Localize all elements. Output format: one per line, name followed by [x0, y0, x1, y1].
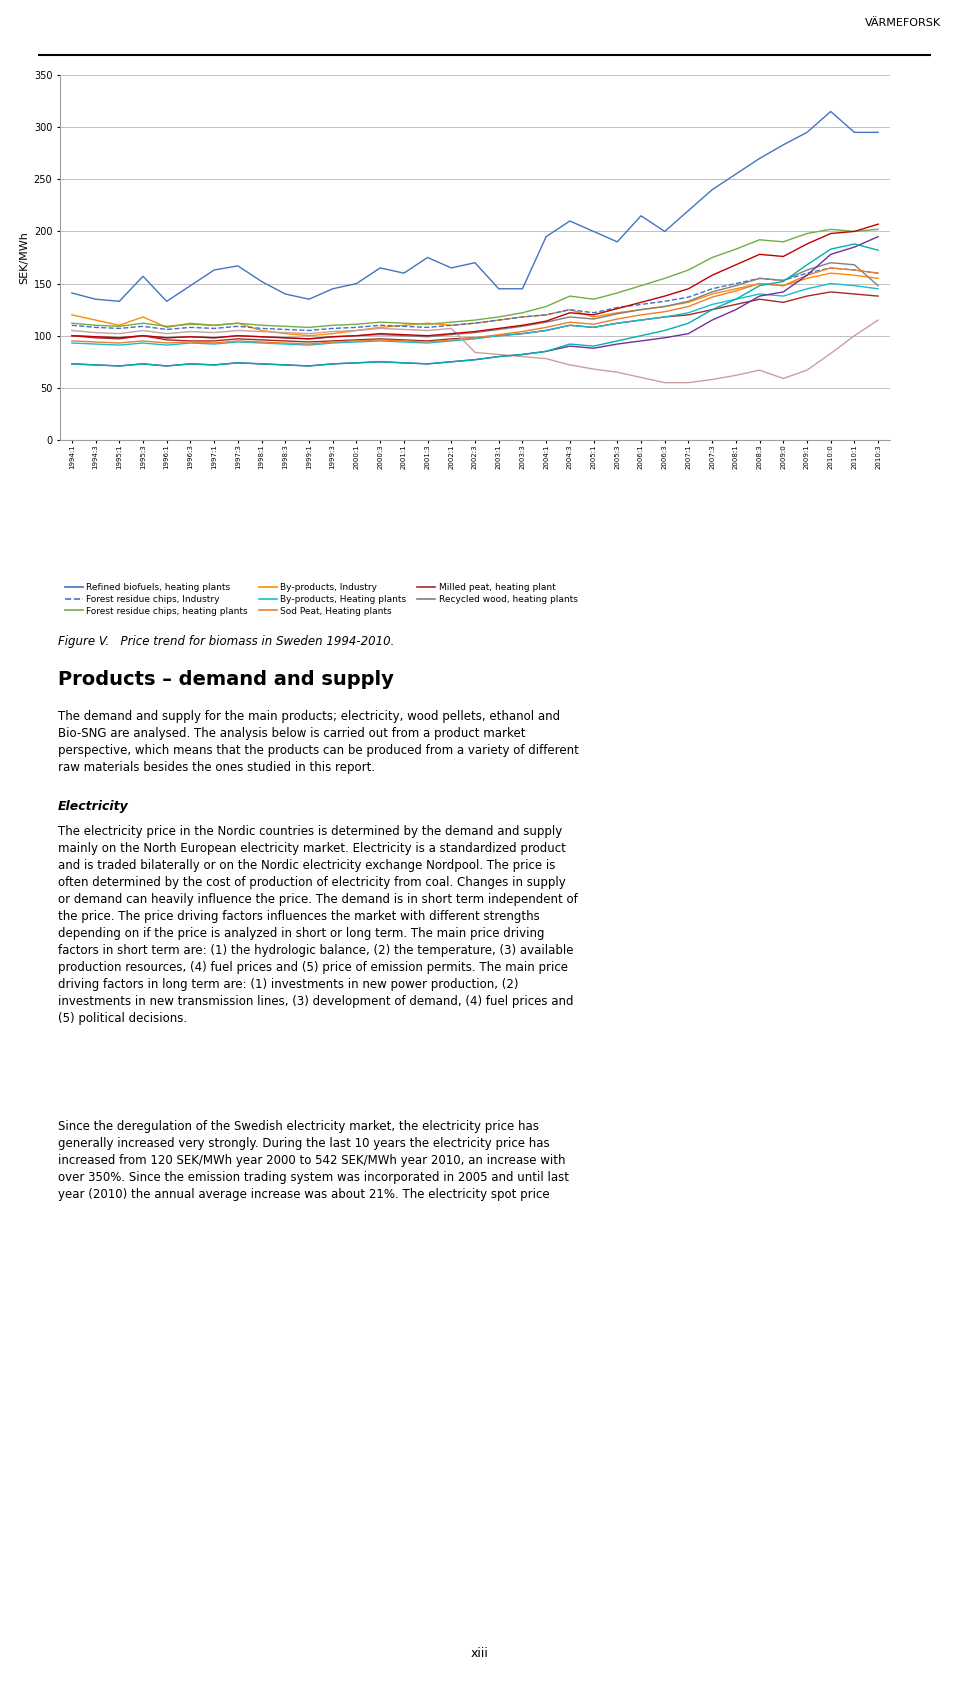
Text: Figure V.   Price trend for biomass in Sweden 1994-2010.: Figure V. Price trend for biomass in Swe…	[58, 634, 394, 648]
Text: Since the deregulation of the Swedish electricity market, the electricity price : Since the deregulation of the Swedish el…	[58, 1119, 568, 1201]
Text: xiii: xiii	[471, 1647, 489, 1660]
Text: Electricity: Electricity	[58, 799, 129, 813]
Text: The demand and supply for the main products; electricity, wood pellets, ethanol : The demand and supply for the main produ…	[58, 709, 579, 774]
Y-axis label: SEK/MWh: SEK/MWh	[19, 231, 30, 284]
Legend: Refined biofuels, heating plants, Forest residue chips, Industry, Forest residue: Refined biofuels, heating plants, Forest…	[64, 583, 578, 616]
Text: VÄRMEFORSK: VÄRMEFORSK	[865, 19, 941, 27]
Text: The electricity price in the Nordic countries is determined by the demand and su: The electricity price in the Nordic coun…	[58, 825, 577, 1026]
Text: Products – demand and supply: Products – demand and supply	[58, 670, 394, 689]
